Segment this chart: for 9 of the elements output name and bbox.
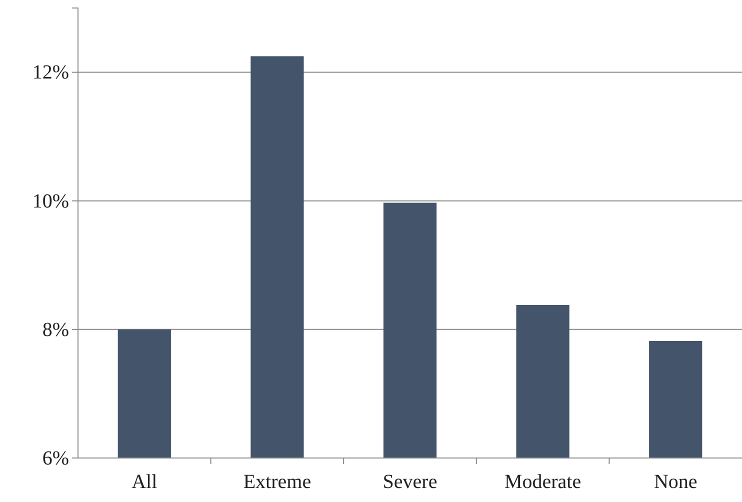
x-tick-label: None — [654, 471, 698, 494]
x-tick-label: Severe — [382, 471, 438, 494]
x-tick-label: All — [132, 471, 158, 494]
y-tick-label: 8% — [42, 318, 69, 341]
y-tick-label: 12% — [32, 62, 69, 84]
x-tick-label: Moderate — [504, 471, 582, 494]
y-tick-label: 10% — [32, 190, 69, 212]
y-tick-label: 6% — [42, 447, 69, 470]
x-tick-label: Extreme — [243, 471, 312, 494]
